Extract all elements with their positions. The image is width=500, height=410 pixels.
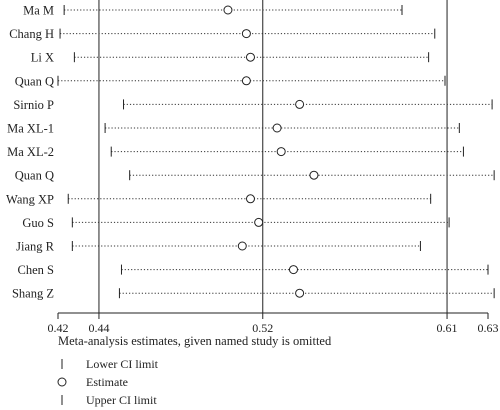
legend-label: Lower CI limit [86,357,159,371]
study-row [71,217,450,228]
estimate-circle [245,52,255,62]
x-axis-ticks: 0.42 0.44 0.52 0.61 0.63 [48,313,499,335]
estimate-circle [288,265,298,275]
study-label: Guo S [22,216,54,230]
study-label: Li X [31,51,54,65]
estimate-circle [241,76,251,86]
study-row [104,123,460,133]
study-label: Quan Q [15,74,54,88]
estimate-circle [272,123,282,133]
estimate-circle [237,241,247,251]
study-label: Chen S [18,263,55,277]
reference-lines [98,0,448,313]
study-label: Quan Q [15,169,54,183]
legend-label: Estimate [86,375,128,389]
study-row [59,28,436,39]
estimate-circle [245,194,255,204]
study-row [118,288,495,299]
x-tick-label: 0.44 [88,321,109,335]
study-row [129,170,495,181]
legend-item: Upper CI limit [61,393,157,407]
study-row [123,99,493,110]
study-row [57,75,446,86]
estimate-circle [295,288,305,298]
study-label: Wang XP [6,192,54,206]
legend-item: Lower CI limit [61,357,159,371]
study-label: Ma XL-1 [7,122,54,136]
study-row [67,193,432,204]
x-tick-label: 0.61 [437,321,458,335]
study-label: Jiang R [16,240,55,254]
study-label: Chang H [9,27,54,41]
study-label: Ma XL-2 [7,145,54,159]
estimate-circle [309,170,319,180]
x-tick-label: 0.63 [478,321,499,335]
study-label: Shang Z [12,287,54,301]
study-label: Ma M [23,4,54,18]
legend-label: Upper CI limit [86,393,157,407]
estimate-circle [276,147,286,157]
legend: Lower CI limit Estimate Upper CI limit [57,357,159,407]
study-labels: Ma M Chang H Li X Quan Q Sirnio P Ma XL-1 Ma X… [6,4,55,301]
x-axis-title: Meta-analysis estimates, given named stu… [58,334,332,348]
study-row [110,146,464,157]
legend-estimate-circle [57,377,67,387]
ci-rows [57,5,495,299]
estimate-circle [254,217,264,227]
estimate-circle [295,99,305,109]
study-row [71,241,421,251]
study-label: Sirnio P [13,98,54,112]
legend-item: Estimate [57,375,128,389]
estimate-circle [241,29,251,39]
study-row [63,5,403,15]
x-tick-label: 0.42 [48,321,69,335]
study-row [120,264,489,275]
study-row [73,52,430,63]
x-tick-label: 0.52 [252,321,273,335]
estimate-circle [223,5,233,15]
